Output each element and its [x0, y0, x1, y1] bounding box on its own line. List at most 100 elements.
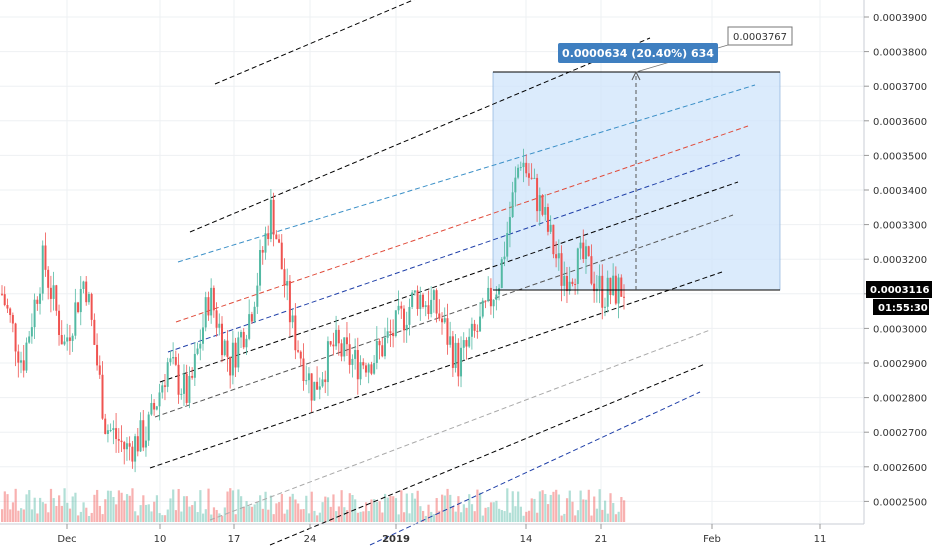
channel-line[interactable] [269, 363, 706, 546]
candle-body [571, 281, 574, 284]
volume-bar [261, 508, 264, 522]
volume-bar [6, 494, 9, 522]
candle-body [318, 386, 321, 390]
volume-bar [106, 490, 110, 522]
candle-body [576, 248, 579, 284]
candle-body [201, 327, 204, 344]
volume-bar [560, 515, 563, 522]
volume-bar [240, 496, 243, 522]
candle-body [419, 294, 422, 310]
candle-body [446, 318, 449, 345]
target-callout-box[interactable] [727, 26, 793, 46]
volume-bar [82, 502, 85, 522]
volume-bar [68, 508, 72, 522]
volume-bar [326, 497, 330, 522]
volume-bars [1, 488, 626, 522]
volume-bar [131, 488, 134, 522]
volume-bar [598, 489, 601, 522]
candle-body [386, 331, 389, 338]
candle-body [223, 340, 226, 356]
candle-body [104, 418, 107, 434]
candle-body [134, 436, 137, 462]
candle-body [549, 224, 552, 232]
volume-bar [538, 491, 541, 522]
volume-bar [245, 501, 248, 522]
volume-bar [210, 514, 213, 522]
candle-body [231, 342, 234, 376]
candle-body [288, 281, 291, 323]
volume-bar [223, 507, 226, 522]
volume-bar [115, 504, 118, 522]
volume-bar [576, 510, 580, 522]
candle-body [468, 336, 471, 347]
volume-bar [362, 511, 365, 522]
channel-line[interactable] [167, 153, 743, 353]
candle-body [163, 385, 166, 387]
candle-body [79, 288, 82, 313]
channel-line[interactable] [159, 181, 739, 383]
volume-bar [468, 494, 471, 522]
candle-body [256, 285, 259, 307]
volume-bar [584, 499, 588, 522]
price-axis[interactable]: 0.0002500 0.0002600 0.0002700 0.0002800 0.00… [864, 13, 927, 508]
candle-body [158, 392, 161, 407]
countdown-badge [873, 299, 929, 315]
volume-bar [310, 491, 313, 522]
candle-body [174, 357, 177, 365]
price-tick-label: 0.0002900 [873, 359, 927, 370]
volume-bar [606, 513, 609, 522]
candle-body [117, 439, 120, 441]
volume-bar [166, 509, 169, 522]
candle-body [337, 329, 340, 344]
volume-bar [259, 495, 262, 522]
volume-bar [60, 505, 63, 522]
channel-line[interactable] [149, 271, 723, 469]
candle-body [128, 443, 131, 447]
volume-bar [139, 505, 142, 522]
candle-body [378, 340, 381, 346]
volume-bar [41, 502, 44, 522]
candle-body [226, 340, 229, 357]
volume-bar [601, 509, 604, 522]
candle-body [362, 362, 365, 366]
channel-line[interactable] [209, 329, 711, 521]
volume-bar [321, 502, 324, 522]
volume-bar [199, 490, 202, 522]
volume-bar [153, 501, 156, 522]
candle-body [598, 275, 601, 289]
volume-bar [22, 509, 25, 522]
volume-bar [367, 511, 370, 522]
volume-bar [593, 496, 596, 522]
candle-body [229, 356, 232, 376]
volume-bar [438, 510, 441, 522]
volume-bar [1, 509, 4, 522]
volume-bar [229, 488, 232, 522]
time-tick-label: 14 [520, 534, 533, 545]
candle-body [74, 302, 77, 336]
candle-body [389, 331, 392, 333]
time-axis[interactable]: Dec 10 17 24 2019 14 21 Feb 11 [57, 524, 826, 545]
channel-line[interactable] [175, 125, 749, 323]
volume-bar [392, 496, 395, 522]
channel-line[interactable] [369, 391, 701, 546]
candle-body [185, 373, 188, 403]
candle-body [196, 348, 199, 354]
candle-body [424, 305, 427, 307]
candle-body [87, 294, 90, 303]
volume-bar [544, 493, 547, 522]
candle-body [465, 340, 468, 347]
candle-body [90, 294, 93, 320]
candle-body [22, 360, 25, 371]
candle-body [527, 173, 530, 178]
volume-bar [112, 497, 115, 522]
volume-bar [506, 488, 509, 522]
channel-line[interactable] [189, 37, 651, 233]
volume-bar [451, 506, 455, 522]
candle-body [565, 275, 568, 292]
candle-body [343, 337, 346, 357]
volume-bar [389, 495, 392, 522]
candle-body [413, 290, 416, 293]
candle-body [17, 351, 20, 363]
channel-line[interactable] [154, 214, 734, 418]
volume-bar [201, 513, 205, 522]
